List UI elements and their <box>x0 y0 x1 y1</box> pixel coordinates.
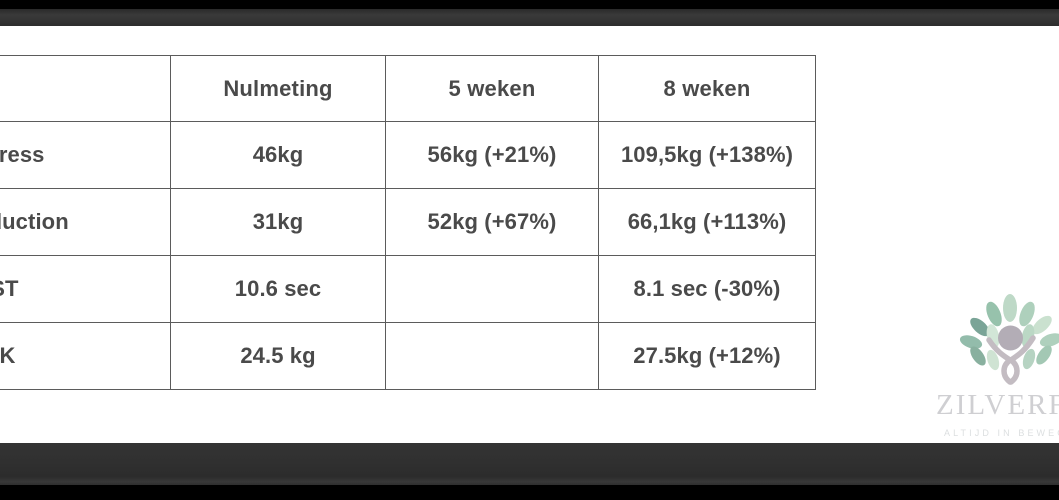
column-header-5-weken: 5 weken <box>385 55 599 122</box>
table-row: Leg Abduction 31kg 52kg (+67%) 66,1kg (+… <box>0 188 816 256</box>
logo-tagline: ALTIJD IN BEWEG <box>944 428 1059 438</box>
row-label-5tst: 5TST <box>0 255 171 323</box>
tree-person-logo-icon <box>947 294 1059 389</box>
cell-leg-abduction-8-weken: 66,1kg (+113%) <box>598 188 816 256</box>
brand-logo: ZILVERFY ALTIJD IN BEWEG <box>922 294 1059 444</box>
results-table: Nulmeting 5 weken 8 weken Leg Press 46kg… <box>0 55 816 390</box>
column-header-8-weken: 8 weken <box>598 55 816 122</box>
top-letterbox-black-bar <box>0 0 1059 9</box>
cell-leg-abduction-5-weken: 52kg (+67%) <box>385 188 599 256</box>
cell-hkk-8-weken: 27.5kg (+12%) <box>598 322 816 390</box>
table-row: 5TST 10.6 sec 8.1 sec (-30%) <box>0 255 816 323</box>
logo-wordmark: ZILVERFY <box>936 389 1059 421</box>
cell-leg-press-8-weken: 109,5kg (+138%) <box>598 121 816 189</box>
cell-5tst-nulmeting: 10.6 sec <box>170 255 386 323</box>
top-letterbox-gray-bar <box>0 9 1059 26</box>
cell-5tst-8-weken: 8.1 sec (-30%) <box>598 255 816 323</box>
slide-content-area: Nulmeting 5 weken 8 weken Leg Press 46kg… <box>0 26 1059 443</box>
table-row: Leg Press 46kg 56kg (+21%) 109,5kg (+138… <box>0 121 816 189</box>
row-label-leg-press: Leg Press <box>0 121 171 189</box>
table-body: Leg Press 46kg 56kg (+21%) 109,5kg (+138… <box>0 121 816 390</box>
cell-hkk-5-weken <box>385 322 599 390</box>
row-label-hkk: HKK <box>0 322 171 390</box>
bottom-letterbox-black-bar <box>0 485 1059 500</box>
table-header-row: Nulmeting 5 weken 8 weken <box>0 55 816 122</box>
table-row: HKK 24.5 kg 27.5kg (+12%) <box>0 322 816 390</box>
bottom-letterbox-gray-bar <box>0 443 1059 485</box>
cell-leg-abduction-nulmeting: 31kg <box>170 188 386 256</box>
column-header-measure <box>0 55 171 122</box>
cell-5tst-5-weken <box>385 255 599 323</box>
cell-hkk-nulmeting: 24.5 kg <box>170 322 386 390</box>
column-header-nulmeting: Nulmeting <box>170 55 386 122</box>
cell-leg-press-nulmeting: 46kg <box>170 121 386 189</box>
results-table-container: Nulmeting 5 weken 8 weken Leg Press 46kg… <box>0 55 816 390</box>
cell-leg-press-5-weken: 56kg (+21%) <box>385 121 599 189</box>
row-label-leg-abduction: Leg Abduction <box>0 188 171 256</box>
table-header: Nulmeting 5 weken 8 weken <box>0 55 816 122</box>
